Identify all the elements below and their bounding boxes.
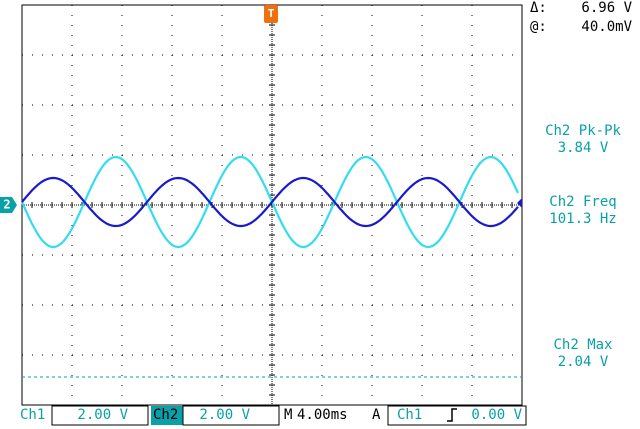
ch2-scale: 2.00 V bbox=[199, 407, 250, 423]
measurement-name: Ch2 Pk-Pk bbox=[545, 123, 621, 139]
at-label: @: bbox=[530, 19, 547, 35]
status-bar: Ch1 2.00 V Ch2 2.00 V M 4.00ms A Ch1 0.0… bbox=[20, 405, 527, 426]
graticule bbox=[21, 4, 523, 406]
ch2-label-bg bbox=[151, 406, 183, 425]
ch1-level-marker bbox=[517, 198, 522, 208]
measurement-name: Ch2 Freq bbox=[549, 194, 616, 210]
measurement-value: 101.3 Hz bbox=[549, 211, 616, 227]
trigger-marker-label: T bbox=[268, 7, 275, 20]
ch2-label: Ch2 bbox=[153, 407, 178, 423]
ch1-label: Ch1 bbox=[20, 407, 45, 423]
at-value: 40.0mV bbox=[581, 19, 632, 35]
ch2-box bbox=[182, 405, 280, 426]
measurement-name: Ch2 Max bbox=[553, 337, 612, 353]
ch1-box bbox=[51, 405, 149, 426]
channel-marker bbox=[0, 197, 17, 213]
ch2-waveform bbox=[20, 155, 520, 249]
time-label: M bbox=[284, 407, 292, 423]
delta-label: Δ: bbox=[530, 0, 547, 16]
trigger-mode: A bbox=[372, 407, 381, 423]
measurement-value: 2.04 V bbox=[558, 354, 609, 370]
trigger-level: 0.00 V bbox=[471, 407, 522, 423]
trigger-box bbox=[387, 405, 527, 426]
channel-marker-label: 2 bbox=[3, 198, 10, 212]
measurement-value: 3.84 V bbox=[558, 140, 609, 156]
delta-value: 6.96 V bbox=[581, 0, 632, 16]
ch1-scale: 2.00 V bbox=[77, 407, 128, 423]
time-scale: 4.00ms bbox=[297, 407, 348, 423]
ch1-waveform bbox=[21, 176, 519, 228]
trigger-marker bbox=[264, 5, 278, 23]
trigger-edge bbox=[447, 408, 457, 422]
trigger-source: Ch1 bbox=[397, 407, 422, 423]
